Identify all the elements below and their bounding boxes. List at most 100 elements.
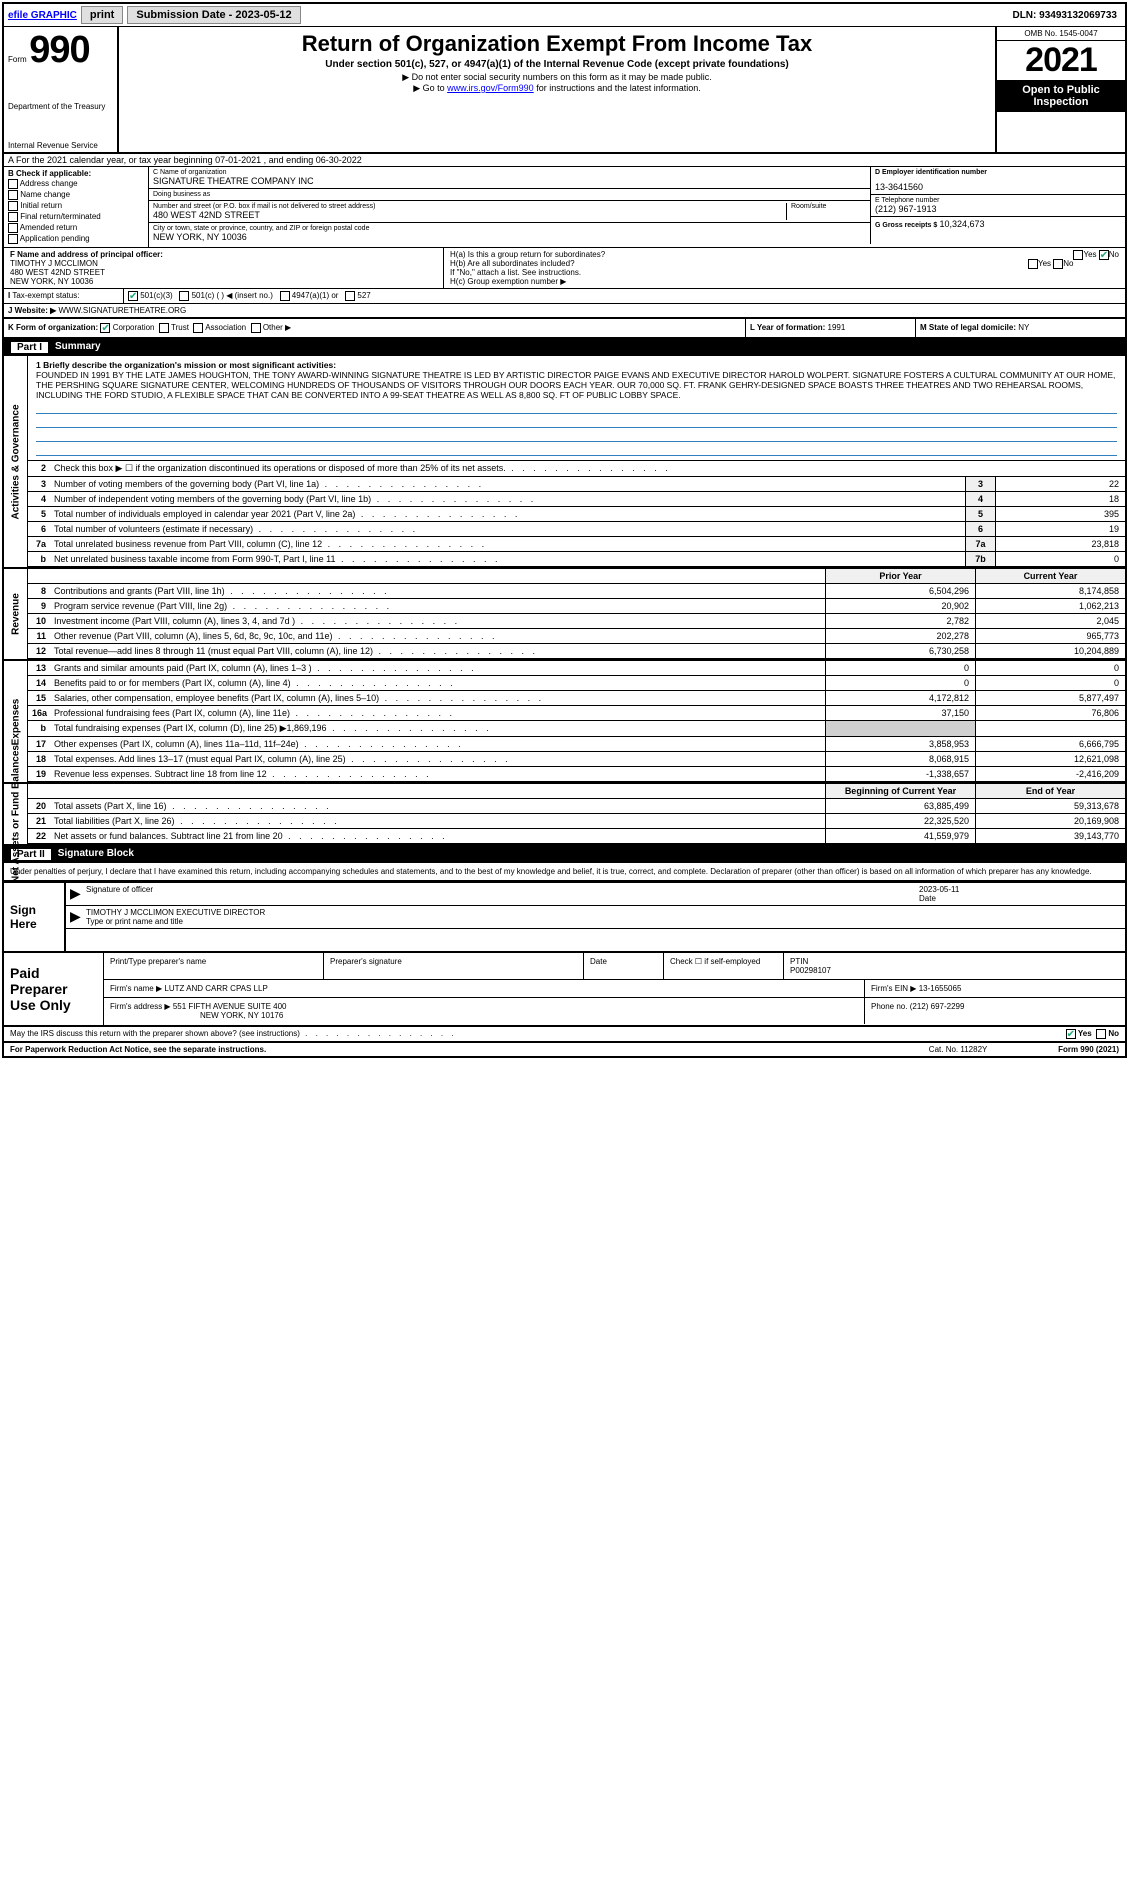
b-label: B Check if applicable: [8,169,144,178]
gov-row: bNet unrelated business taxable income f… [28,552,1125,567]
data-row: 10Investment income (Part VIII, column (… [28,614,1125,629]
ein-label: D Employer identification number [875,169,1121,176]
efile-link[interactable]: efile GRAPHIC [8,10,77,21]
paid-preparer-label: Paid Preparer Use Only [4,953,104,1025]
ha-no: No [1109,250,1119,259]
hb-label: H(b) Are all subordinates included? [450,259,575,268]
dln-label: DLN: 93493132069733 [1004,8,1125,23]
chk-4947[interactable] [280,291,290,301]
firm-name-row: Firm's name ▶ LUTZ AND CARR CPAS LLP Fir… [104,980,1125,998]
note2-post: for instructions and the latest informat… [534,83,701,93]
row-a-taxyear: A For the 2021 calendar year, or tax yea… [4,154,1125,167]
year-header-row: Prior Year Current Year [28,569,1125,584]
discuss-no[interactable] [1096,1029,1106,1039]
city-cell: City or town, state or province, country… [149,223,870,244]
state-domicile: M State of legal domicile: NY [915,319,1125,337]
chk-address-change[interactable]: Address change [8,179,144,189]
form-ref: Form 990 (2021) [1058,1045,1119,1054]
data-row: 13Grants and similar amounts paid (Part … [28,661,1125,676]
ha-label: H(a) Is this a group return for subordin… [450,250,605,259]
mission-text: FOUNDED IN 1991 BY THE LATE JAMES HOUGHT… [36,370,1117,400]
firm-addr2: NEW YORK, NY 10176 [200,1011,283,1020]
gov-row: 4Number of independent voting members of… [28,492,1125,507]
signed-name-label: Type or print name and title [86,917,1119,926]
firm-label: Firm's name ▶ [110,984,162,993]
firm-ein: 13-1655065 [919,984,962,993]
print-button[interactable]: print [81,6,123,24]
submission-date-button[interactable]: Submission Date - 2023-05-12 [127,6,300,24]
chk-other[interactable] [251,323,261,333]
data-row: bTotal fundraising expenses (Part IX, co… [28,721,1125,737]
mission-label: 1 Briefly describe the organization's mi… [36,360,336,370]
ptin-value: P00298107 [790,966,1119,975]
data-row: 22Net assets or fund balances. Subtract … [28,829,1125,844]
chk-527[interactable] [345,291,355,301]
data-row: 17Other expenses (Part IX, column (A), l… [28,737,1125,752]
i-label: I Tax-exempt status: [4,289,124,303]
data-row: 21Total liabilities (Part X, line 26)22,… [28,814,1125,829]
mission-block: 1 Briefly describe the organization's mi… [28,356,1125,461]
chk-name-change[interactable]: Name change [8,190,144,200]
beg-year-hdr: Beginning of Current Year [825,784,975,798]
header-right: OMB No. 1545-0047 2021 Open to Public In… [995,27,1125,152]
data-row: 12Total revenue—add lines 8 through 11 (… [28,644,1125,659]
prep-sig-hdr: Preparer's signature [324,953,584,979]
gross-cell: G Gross receipts $ 10,324,673 [871,217,1125,231]
declaration-text: Under penalties of perjury, I declare th… [4,863,1125,881]
officer-addr1: 480 WEST 42ND STREET [10,268,437,277]
phone-value: (212) 967-1913 [875,204,1121,214]
part2-title: Signature Block [58,848,134,861]
data-row: 16aProfessional fundraising fees (Part I… [28,706,1125,721]
tax-year: 2021 [997,41,1125,80]
firm-name: LUTZ AND CARR CPAS LLP [164,984,267,993]
chk-amended-return[interactable]: Amended return [8,223,144,233]
f-label: F Name and address of principal officer: [10,250,437,259]
chk-501c3[interactable] [128,291,138,301]
website-value: WWW.SIGNATURETHEATRE.ORG [58,306,186,315]
hb-note: If "No," attach a list. See instructions… [450,268,1119,277]
chk-corporation[interactable] [100,323,110,333]
chk-initial-return[interactable]: Initial return [8,201,144,211]
data-row: 8Contributions and grants (Part VIII, li… [28,584,1125,599]
c-label: C Name of organization [153,169,866,176]
ein-value: 13-3641560 [875,182,1121,192]
chk-501c[interactable] [179,291,189,301]
part-2-header: Part II Signature Block [4,846,1125,863]
end-year-hdr: End of Year [975,784,1125,798]
vtab-activities: Activities & Governance [4,356,28,567]
discuss-row: May the IRS discuss this return with the… [4,1027,1125,1043]
officer-name-line: TIMOTHY J MCCLIMON EXECUTIVE DIRECTOR Ty… [66,906,1125,929]
cat-no: Cat. No. 11282Y [858,1045,1058,1054]
discuss-yes[interactable] [1066,1029,1076,1039]
chk-final-return[interactable]: Final return/terminated [8,212,144,222]
hc-label: H(c) Group exemption number ▶ [450,277,1119,286]
ptin-label: PTIN [790,957,1119,966]
dept-label: Department of the Treasury [8,102,113,111]
chk-application-pending[interactable]: Application pending [8,234,144,244]
phone-label: E Telephone number [875,197,1121,204]
org-name-cell: C Name of organization SIGNATURE THEATRE… [149,167,870,189]
form-title: Return of Organization Exempt From Incom… [123,31,991,57]
sig-date-label: Date [919,894,1119,903]
irs-link[interactable]: www.irs.gov/Form990 [447,83,534,93]
officer-addr2: NEW YORK, NY 10036 [10,277,437,286]
gov-row: 5Total number of individuals employed in… [28,507,1125,522]
chk-trust[interactable] [159,323,169,333]
part-1-header: Part I Summary [4,339,1125,356]
dba-label: Doing business as [153,191,866,198]
tax-status-row: 501(c)(3) 501(c) ( ) ◀ (insert no.) 4947… [124,289,1125,303]
signature-line: Signature of officer 2023-05-11 Date [66,883,1125,906]
signed-officer-name: TIMOTHY J MCCLIMON EXECUTIVE DIRECTOR [86,908,1119,917]
preparer-header-row: Print/Type preparer's name Preparer's si… [104,953,1125,980]
gross-label: G Gross receipts $ [875,222,937,229]
open-inspection: Open to Public Inspection [997,80,1125,112]
prior-year-hdr: Prior Year [825,569,975,583]
phone-cell: E Telephone number (212) 967-1913 [871,195,1125,217]
street-address: 480 WEST 42ND STREET [153,210,786,220]
discuss-text: May the IRS discuss this return with the… [10,1029,1066,1039]
chk-association[interactable] [193,323,203,333]
addr-label: Number and street (or P.O. box if mail i… [153,203,786,210]
prep-date-hdr: Date [584,953,664,979]
data-row: 20Total assets (Part X, line 16)63,885,4… [28,799,1125,814]
city-label: City or town, state or province, country… [153,225,866,232]
